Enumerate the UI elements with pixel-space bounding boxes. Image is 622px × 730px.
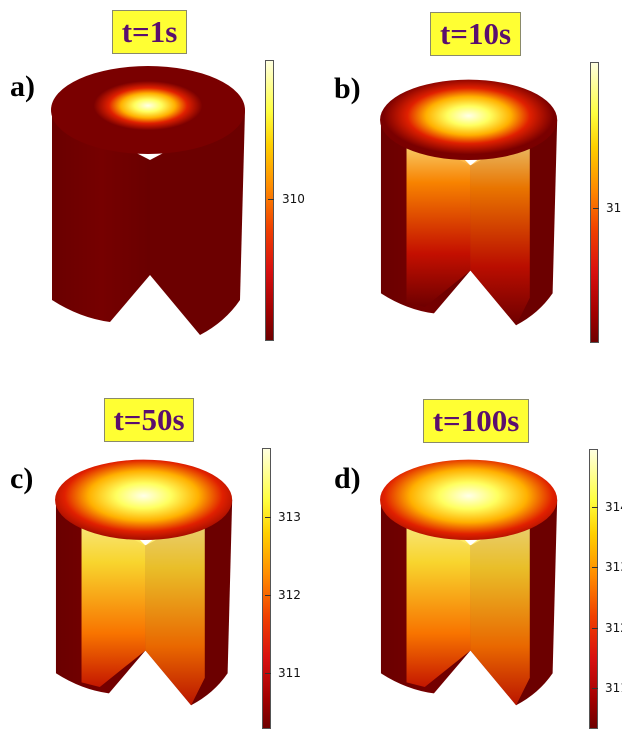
colorbar-tick-c-0: [265, 517, 271, 518]
panel-letter-d: d): [334, 462, 361, 495]
time-label-c: t=50s: [104, 398, 194, 442]
cylinder-top: [55, 459, 233, 540]
colorbar-label-c-1: 312: [278, 588, 301, 602]
cylinder-plot-d: [380, 459, 558, 706]
panel-letter-c: c): [10, 462, 34, 495]
cylinder-plot-c: [55, 459, 233, 706]
time-label-a: t=1s: [112, 10, 187, 54]
colorbar-label-d-3: 311: [605, 681, 622, 695]
colorbar-tick-d-3: [592, 688, 598, 689]
colorbar-tick-c-2: [265, 673, 271, 674]
cylinder-plot-b: [380, 79, 558, 326]
cylinder-plot-a: [51, 66, 245, 335]
colorbar-a: [265, 60, 274, 341]
colorbar-b: [590, 62, 599, 343]
colorbar-label-a-0: 310: [282, 192, 305, 206]
cut-face: [470, 128, 530, 326]
time-label-b: t=10s: [430, 12, 521, 56]
time-label-d: t=100s: [423, 399, 529, 443]
colorbar-d: [589, 449, 598, 729]
colorbar-tick-d-1: [592, 567, 598, 568]
cylinder-top: [380, 459, 558, 540]
cylinder-top: [51, 66, 245, 154]
panel-letter-b: b): [334, 72, 361, 105]
colorbar-label-d-2: 312: [605, 621, 622, 635]
colorbar-label-d-1: 313: [605, 560, 622, 574]
cut-face: [406, 128, 471, 307]
colorbar-c: [262, 448, 271, 729]
cylinder-top: [380, 79, 558, 160]
colorbar-label-c-2: 311: [278, 666, 301, 680]
colorbar-label-c-0: 313: [278, 510, 301, 524]
colorbar-tick-c-1: [265, 595, 271, 596]
colorbar-tick-d-0: [592, 507, 598, 508]
cut-face: [145, 508, 205, 706]
panel-letter-a: a): [10, 70, 35, 103]
colorbar-label-b-0: 311: [606, 201, 622, 215]
cut-face: [470, 508, 530, 706]
cylinder-wall: [150, 110, 245, 335]
cut-face: [81, 508, 146, 687]
colorbar-tick-d-2: [592, 628, 598, 629]
colorbar-tick-a-0: [268, 199, 274, 200]
colorbar-tick-b-0: [593, 208, 599, 209]
cylinder-wall: [52, 110, 150, 322]
colorbar-label-d-0: 314: [605, 500, 622, 514]
cut-face: [406, 508, 471, 687]
